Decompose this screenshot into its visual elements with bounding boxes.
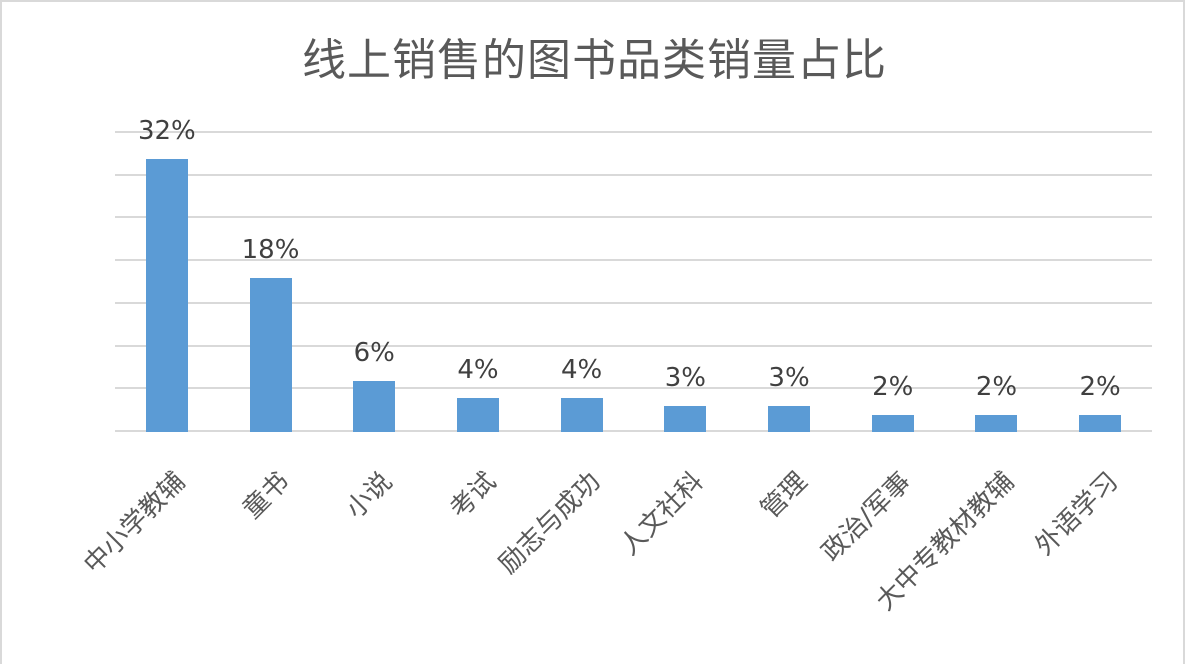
data-label: 4% [457, 354, 499, 385]
bar [353, 380, 396, 432]
data-label: 2% [872, 371, 914, 402]
bar [664, 406, 707, 432]
gridline [115, 259, 1152, 262]
gridline [115, 173, 1152, 176]
data-label: 2% [975, 371, 1018, 402]
bar [560, 397, 603, 432]
bar [145, 158, 188, 432]
gridline [115, 387, 1152, 390]
bar [975, 414, 1018, 432]
bar [1079, 414, 1122, 432]
data-label: 18% [241, 235, 300, 266]
data-label: 32% [137, 115, 196, 146]
data-label: 3% [664, 363, 706, 394]
data-label: 6% [353, 337, 395, 368]
bar [768, 406, 811, 432]
data-label: 4% [561, 354, 603, 385]
gridline [115, 344, 1152, 347]
plot-area: 32% 18% 6% 4% 4% 3% 3% 2% 2% 2% [115, 116, 1152, 432]
gridline [115, 430, 1152, 432]
bar [871, 414, 914, 432]
data-label: 2% [1079, 371, 1121, 402]
data-label: 3% [768, 363, 810, 394]
gridline [115, 216, 1152, 219]
gridline [115, 131, 1152, 133]
chart-title: 线上销售的图书品类销量占比 [302, 35, 887, 86]
gridline [115, 301, 1152, 304]
bar [456, 397, 499, 432]
bar [249, 278, 292, 432]
